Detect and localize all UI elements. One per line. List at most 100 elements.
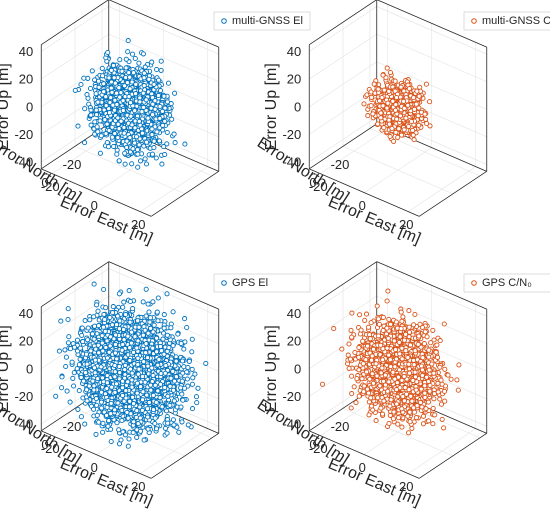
- data-point: [99, 65, 105, 71]
- data-point: [110, 102, 116, 108]
- data-point: [361, 101, 367, 107]
- z-tick-label: 20: [287, 72, 301, 87]
- data-point: [141, 70, 147, 76]
- data-point: [122, 83, 128, 89]
- data-point: [131, 70, 137, 76]
- z-tick-label: 0: [294, 99, 301, 114]
- data-point: [133, 81, 139, 87]
- data-point: [424, 120, 430, 127]
- data-point: [118, 90, 124, 96]
- data-point: [103, 103, 109, 109]
- data-point: [58, 318, 64, 324]
- data-point: [97, 150, 103, 156]
- data-point: [101, 89, 107, 95]
- grid-line-up: [41, 61, 109, 107]
- data-point: [116, 85, 122, 91]
- data-point: [101, 81, 107, 87]
- data-point: [375, 86, 381, 92]
- data-point: [129, 122, 135, 128]
- data-point: [149, 59, 155, 65]
- data-point: [108, 67, 114, 73]
- data-point: [144, 139, 150, 145]
- data-point: [120, 98, 126, 104]
- data-point: [103, 131, 109, 137]
- data-point: [104, 139, 110, 146]
- data-point: [155, 92, 162, 99]
- data-point: [105, 144, 112, 150]
- data-point: [123, 56, 129, 62]
- data-point: [67, 399, 73, 405]
- data-point: [416, 122, 422, 128]
- legend-marker: [221, 18, 227, 24]
- data-point: [92, 119, 98, 125]
- data-point: [128, 100, 134, 106]
- data-point: [370, 111, 376, 117]
- data-point: [378, 110, 384, 116]
- data-point: [137, 158, 144, 164]
- axis-edge: [41, 168, 152, 217]
- data-point: [132, 108, 138, 114]
- data-point: [365, 113, 371, 119]
- data-point: [152, 106, 158, 112]
- data-point: [122, 161, 128, 167]
- data-point: [158, 67, 164, 73]
- data-point: [371, 81, 377, 87]
- data-point: [406, 86, 412, 92]
- data-point: [414, 88, 420, 94]
- data-point: [136, 118, 142, 124]
- data-point: [59, 385, 65, 391]
- data-point: [115, 115, 121, 121]
- data-point: [71, 383, 77, 389]
- data-point: [393, 129, 399, 135]
- grid-line-up: [41, 6, 109, 52]
- data-point: [397, 113, 403, 119]
- data-point: [105, 49, 111, 56]
- data-point: [93, 91, 99, 97]
- data-point: [381, 87, 387, 93]
- data-point: [75, 123, 81, 129]
- data-point: [116, 158, 122, 164]
- data-point: [189, 406, 196, 412]
- data-point: [95, 129, 101, 135]
- data-point: [416, 93, 422, 99]
- data-point: [119, 68, 125, 74]
- data-point: [139, 109, 145, 115]
- data-point: [139, 130, 145, 136]
- data-point: [175, 331, 181, 337]
- data-point: [423, 116, 429, 122]
- data-point: [98, 133, 104, 139]
- data-point: [95, 99, 101, 105]
- data-point: [384, 65, 390, 71]
- data-point: [81, 75, 87, 81]
- z-tick-label: 0: [26, 99, 33, 114]
- data-point: [111, 75, 117, 81]
- data-point: [410, 132, 416, 138]
- data-point: [112, 80, 118, 86]
- data-point: [396, 126, 402, 132]
- data-point: [153, 155, 159, 161]
- data-point: [132, 140, 138, 146]
- data-point: [112, 97, 118, 103]
- data-point: [135, 164, 141, 170]
- data-point: [368, 103, 374, 109]
- data-point: [141, 83, 147, 89]
- data-point: [410, 127, 416, 133]
- data-point: [125, 38, 131, 44]
- data-point: [165, 80, 172, 86]
- data-point: [415, 113, 421, 119]
- data-point: [130, 146, 136, 152]
- data-point: [368, 89, 374, 95]
- data-point: [117, 57, 123, 63]
- data-point: [116, 126, 122, 132]
- grid-line-up: [108, 6, 219, 55]
- data-point: [136, 142, 142, 148]
- data-point: [406, 123, 412, 130]
- data-point: [96, 78, 102, 84]
- data-point: [145, 115, 151, 121]
- data-point: [111, 143, 117, 150]
- data-point: [159, 108, 165, 114]
- data-point: [392, 78, 398, 84]
- data-point: [110, 62, 117, 69]
- data-point: [398, 84, 404, 90]
